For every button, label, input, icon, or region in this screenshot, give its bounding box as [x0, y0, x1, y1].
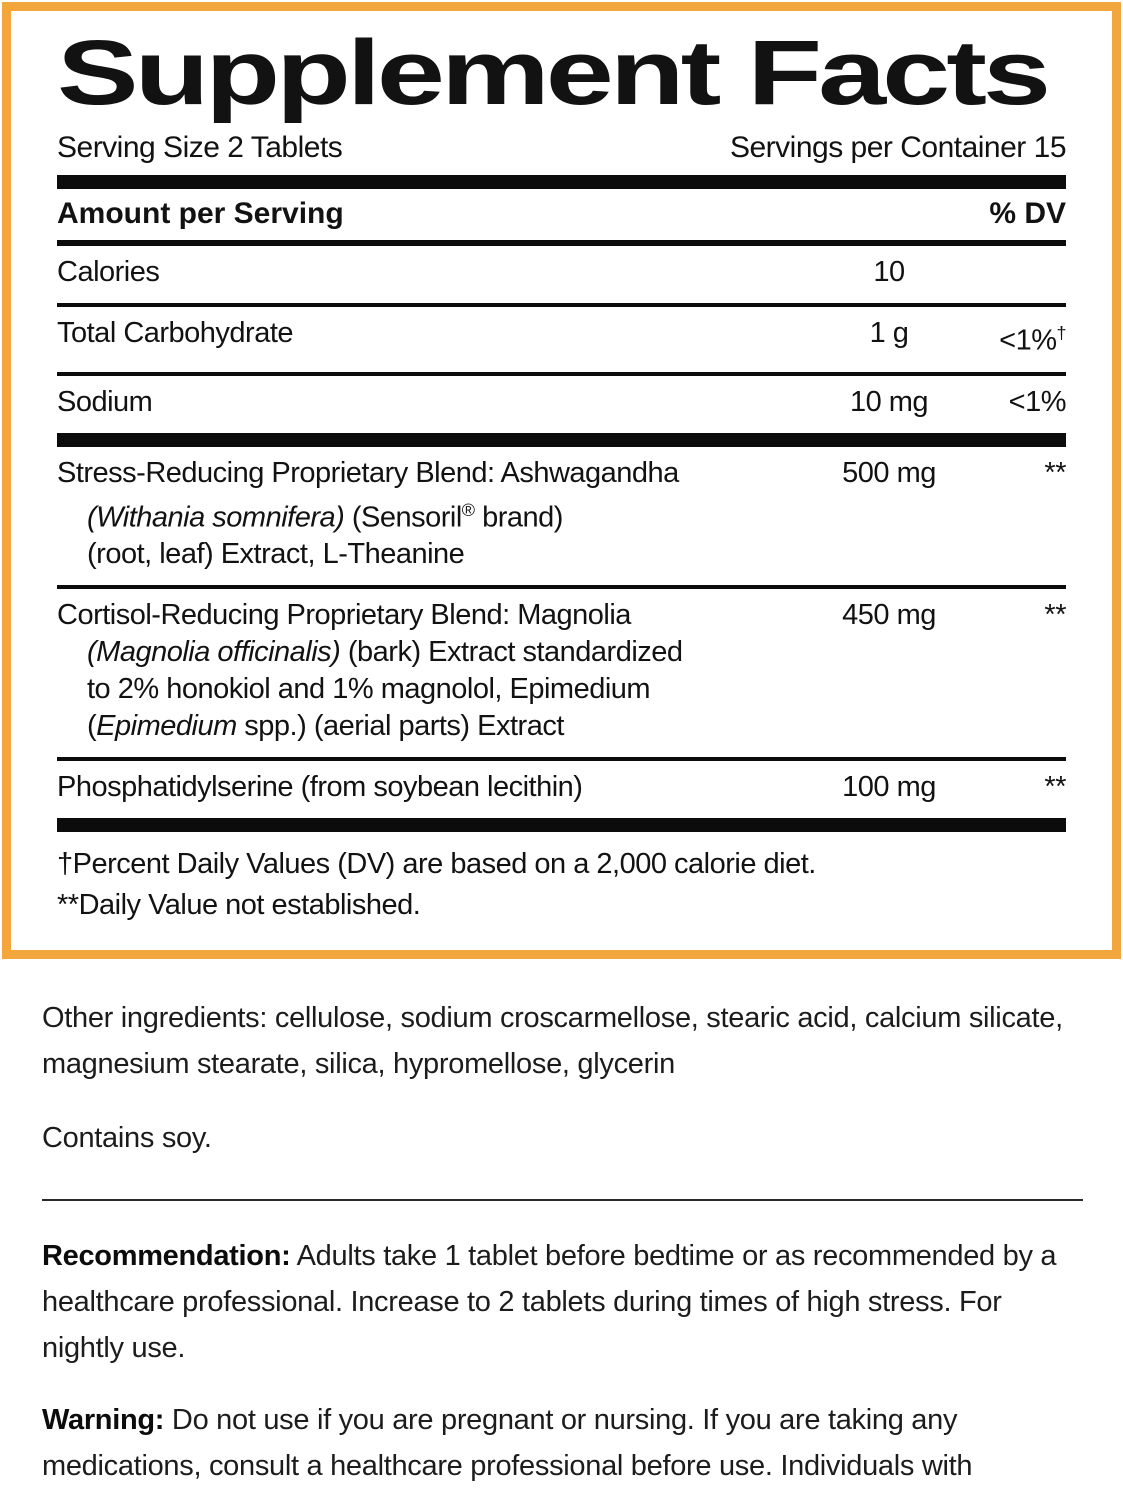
blend-detail-line: to 2% honokiol and 1% magnolol, Epimediu… [87, 673, 651, 706]
nutrient-name: Phosphatidylserine (from soybean lecithi… [57, 771, 583, 804]
amount-per-serving-label: Amount per Serving [57, 197, 344, 230]
nutrient-dv: ** [1044, 599, 1066, 632]
nutrient-name: Total Carbohydrate [57, 317, 294, 349]
table-row-total-carbohydrate: Total Carbohydrate 1 g <1%† [57, 303, 1066, 372]
warning-paragraph: Warning: Do not use if you are pregnant … [42, 1404, 1018, 1500]
contains-statement: Contains soy. [42, 1122, 212, 1155]
blend-detail-line: (root, leaf) Extract, L-Theanine [87, 538, 465, 571]
nutrient-amount: 1 g [869, 317, 909, 349]
nutrient-amount: 500 mg [842, 456, 936, 489]
serving-info-row: Serving Size 2 Tablets Servings per Cont… [57, 131, 1067, 165]
nutrient-name: Cortisol-Reducing Proprietary Blend: Mag… [57, 597, 804, 745]
nutrient-name: Stress-Reducing Proprietary Blend: Ashwa… [57, 455, 804, 574]
table-row-cortisol-blend: Cortisol-Reducing Proprietary Blend: Mag… [57, 585, 1067, 757]
panel-title: Supplement Facts [57, 22, 1051, 124]
table-row-phosphatidylserine: Phosphatidylserine (from soybean lecithi… [57, 757, 1067, 818]
divider-thick [57, 432, 1066, 447]
nutrient-amount: 10 mg [849, 385, 929, 418]
table-row-stress-blend: Stress-Reducing Proprietary Blend: Ashwa… [57, 447, 1067, 586]
label-lower-text: Other ingredients: cellulose, sodium cro… [42, 995, 1083, 1500]
serving-size: Serving Size 2 Tablets [57, 131, 343, 164]
nutrient-dv: <1%† [999, 323, 1067, 357]
warning-lead: Warning: [42, 1404, 165, 1437]
nutrient-amount: 10 [873, 256, 905, 288]
footnotes: †Percent Daily Values (DV) are based on … [57, 832, 1066, 930]
nutrient-name: Calories [57, 256, 160, 288]
blend-detail-line: (Magnolia officinalis) (bark) Extract st… [87, 636, 683, 669]
horizontal-rule [42, 1199, 1083, 1202]
divider-thick [57, 175, 1066, 189]
nutrient-amount: 450 mg [842, 599, 936, 632]
nutrient-name: Sodium [57, 385, 153, 418]
footnote-dv-not-established: **Daily Value not established. [57, 889, 421, 922]
divider-medium [57, 240, 1066, 246]
table-row-calories: Calories 10 [57, 246, 1066, 303]
nutrient-dv: ** [1044, 771, 1066, 804]
registered-mark: ® [461, 499, 475, 520]
blend-title: Cortisol-Reducing Proprietary Blend: Mag… [57, 599, 631, 632]
recommendation-lead: Recommendation: [42, 1240, 291, 1273]
servings-per-container: Servings per Container 15 [729, 131, 1067, 164]
nutrient-dv: <1% [1008, 385, 1067, 418]
nutrient-amount: 100 mg [842, 771, 936, 804]
divider-thick [57, 818, 1066, 833]
footnote-daily-values: †Percent Daily Values (DV) are based on … [57, 848, 816, 881]
blend-detail-line: (Epimedium spp.) (aerial parts) Extract [87, 710, 564, 743]
dagger-superscript: † [1056, 323, 1067, 343]
blend-detail-line: (Withania somnifera) (Sensoril® brand) [87, 499, 563, 534]
recommendation-paragraph: Recommendation: Adults take 1 tablet bef… [42, 1240, 1057, 1365]
other-ingredients: Other ingredients: cellulose, sodium cro… [42, 1002, 1063, 1081]
supplement-facts-panel: Supplement Facts Serving Size 2 Tablets … [2, 2, 1121, 960]
blend-title: Stress-Reducing Proprietary Blend: Ashwa… [57, 456, 679, 489]
table-header-row: Amount per Serving % DV [57, 189, 1066, 240]
percent-dv-label: % DV [989, 197, 1066, 230]
nutrient-dv: ** [1044, 456, 1066, 489]
table-row-sodium: Sodium 10 mg <1% [57, 371, 1067, 433]
